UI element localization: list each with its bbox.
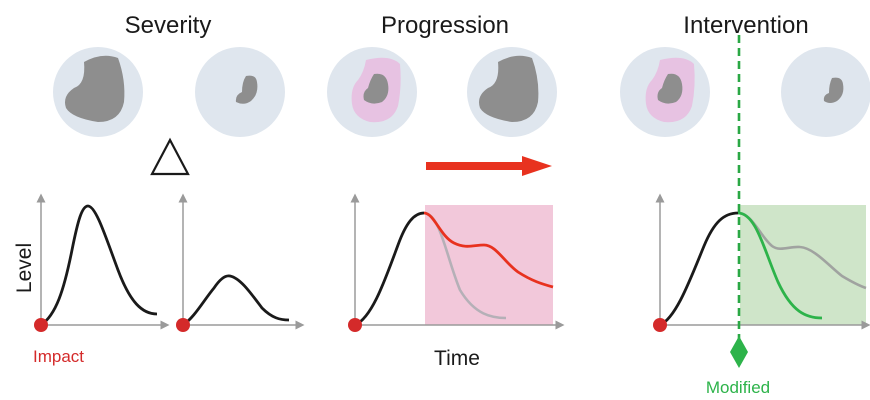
lesion-core — [657, 73, 683, 104]
start-dot — [34, 318, 48, 332]
rise-curve — [354, 211, 425, 327]
cell-intervention-before — [620, 47, 710, 137]
intervention-diamond-icon — [730, 336, 748, 368]
cell-progression-late — [467, 47, 557, 137]
start-dot — [176, 318, 190, 332]
cell-progression-early — [327, 47, 417, 137]
progression-title: Progression — [381, 12, 509, 39]
intervention-window — [740, 205, 866, 325]
axes-intervention — [655, 193, 870, 330]
lesion-small — [235, 75, 258, 104]
improved-curve — [737, 211, 823, 320]
delta-triangle-icon — [150, 137, 190, 176]
y-axis-label: Level — [13, 243, 36, 293]
modified-label: Modified — [706, 378, 770, 397]
lesion-large — [479, 55, 539, 122]
axes-severity-small — [178, 193, 305, 330]
mild-response-curve — [182, 274, 290, 327]
cell-body — [781, 47, 870, 137]
severity-title: Severity — [125, 12, 212, 39]
impact-label: Impact — [33, 347, 84, 366]
cell-intervention-after — [781, 47, 870, 137]
severe-response-curve — [40, 204, 158, 327]
rise-curve — [659, 211, 739, 327]
cell-body — [195, 47, 285, 137]
lesion-small — [823, 77, 844, 103]
worsening-curve — [423, 211, 554, 289]
lesion-core — [363, 73, 389, 104]
cell-severe — [53, 47, 143, 137]
lesion-large — [65, 55, 125, 122]
start-dot — [653, 318, 667, 332]
untreated-curve — [737, 211, 867, 290]
axes-severity-large — [36, 193, 170, 330]
intervention-title: Intervention — [683, 12, 808, 39]
progression-window — [425, 205, 553, 325]
start-dot — [348, 318, 362, 332]
axes-progression — [350, 193, 565, 330]
time-arrow-icon — [522, 156, 552, 176]
cell-mild — [195, 47, 285, 137]
x-axis-label: Time — [434, 347, 480, 370]
